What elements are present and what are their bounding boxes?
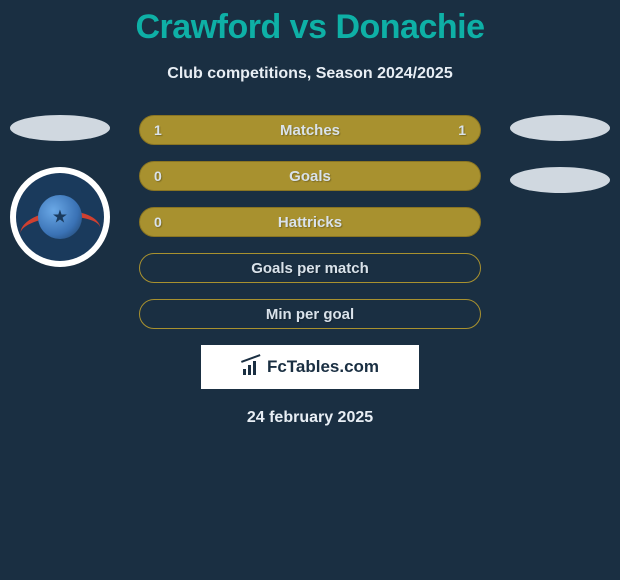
- attribution-box: FcTables.com: [201, 345, 419, 389]
- placeholder-ellipse-icon: [10, 115, 110, 141]
- right-player-placeholder-2: [510, 167, 610, 267]
- attribution-text: FcTables.com: [267, 357, 379, 377]
- stat-right-value: 1: [458, 122, 466, 138]
- left-club-badge: ★: [10, 167, 110, 267]
- adelaide-united-badge-icon: ★: [10, 167, 110, 267]
- stat-left-value: 0: [154, 214, 162, 230]
- stat-row-hattricks: 0 Hattricks: [139, 207, 481, 237]
- stat-label: Matches: [280, 122, 340, 139]
- stat-row-matches: 1 Matches 1: [139, 115, 481, 145]
- stat-row-min-per-goal: Min per goal: [139, 299, 481, 329]
- placeholder-ellipse-icon: [510, 115, 610, 141]
- placeholder-ellipse-icon: [510, 167, 610, 193]
- stat-label: Hattricks: [278, 214, 342, 231]
- stat-row-goals: 0 Goals: [139, 161, 481, 191]
- page-title: Crawford vs Donachie: [0, 0, 620, 47]
- stat-left-value: 1: [154, 122, 162, 138]
- stat-left-value: 0: [154, 168, 162, 184]
- stat-label: Goals per match: [251, 260, 369, 277]
- subtitle: Club competitions, Season 2024/2025: [0, 65, 620, 83]
- chart-icon: [241, 359, 261, 375]
- snapshot-date: 24 february 2025: [0, 409, 620, 427]
- stat-label: Goals: [289, 168, 331, 185]
- stat-label: Min per goal: [266, 306, 354, 323]
- comparison-panel: ★ 1 Matches 1 0 Goals 0 Hattricks Goals …: [0, 115, 620, 427]
- stat-rows: 1 Matches 1 0 Goals 0 Hattricks Goals pe…: [139, 115, 481, 329]
- stat-row-goals-per-match: Goals per match: [139, 253, 481, 283]
